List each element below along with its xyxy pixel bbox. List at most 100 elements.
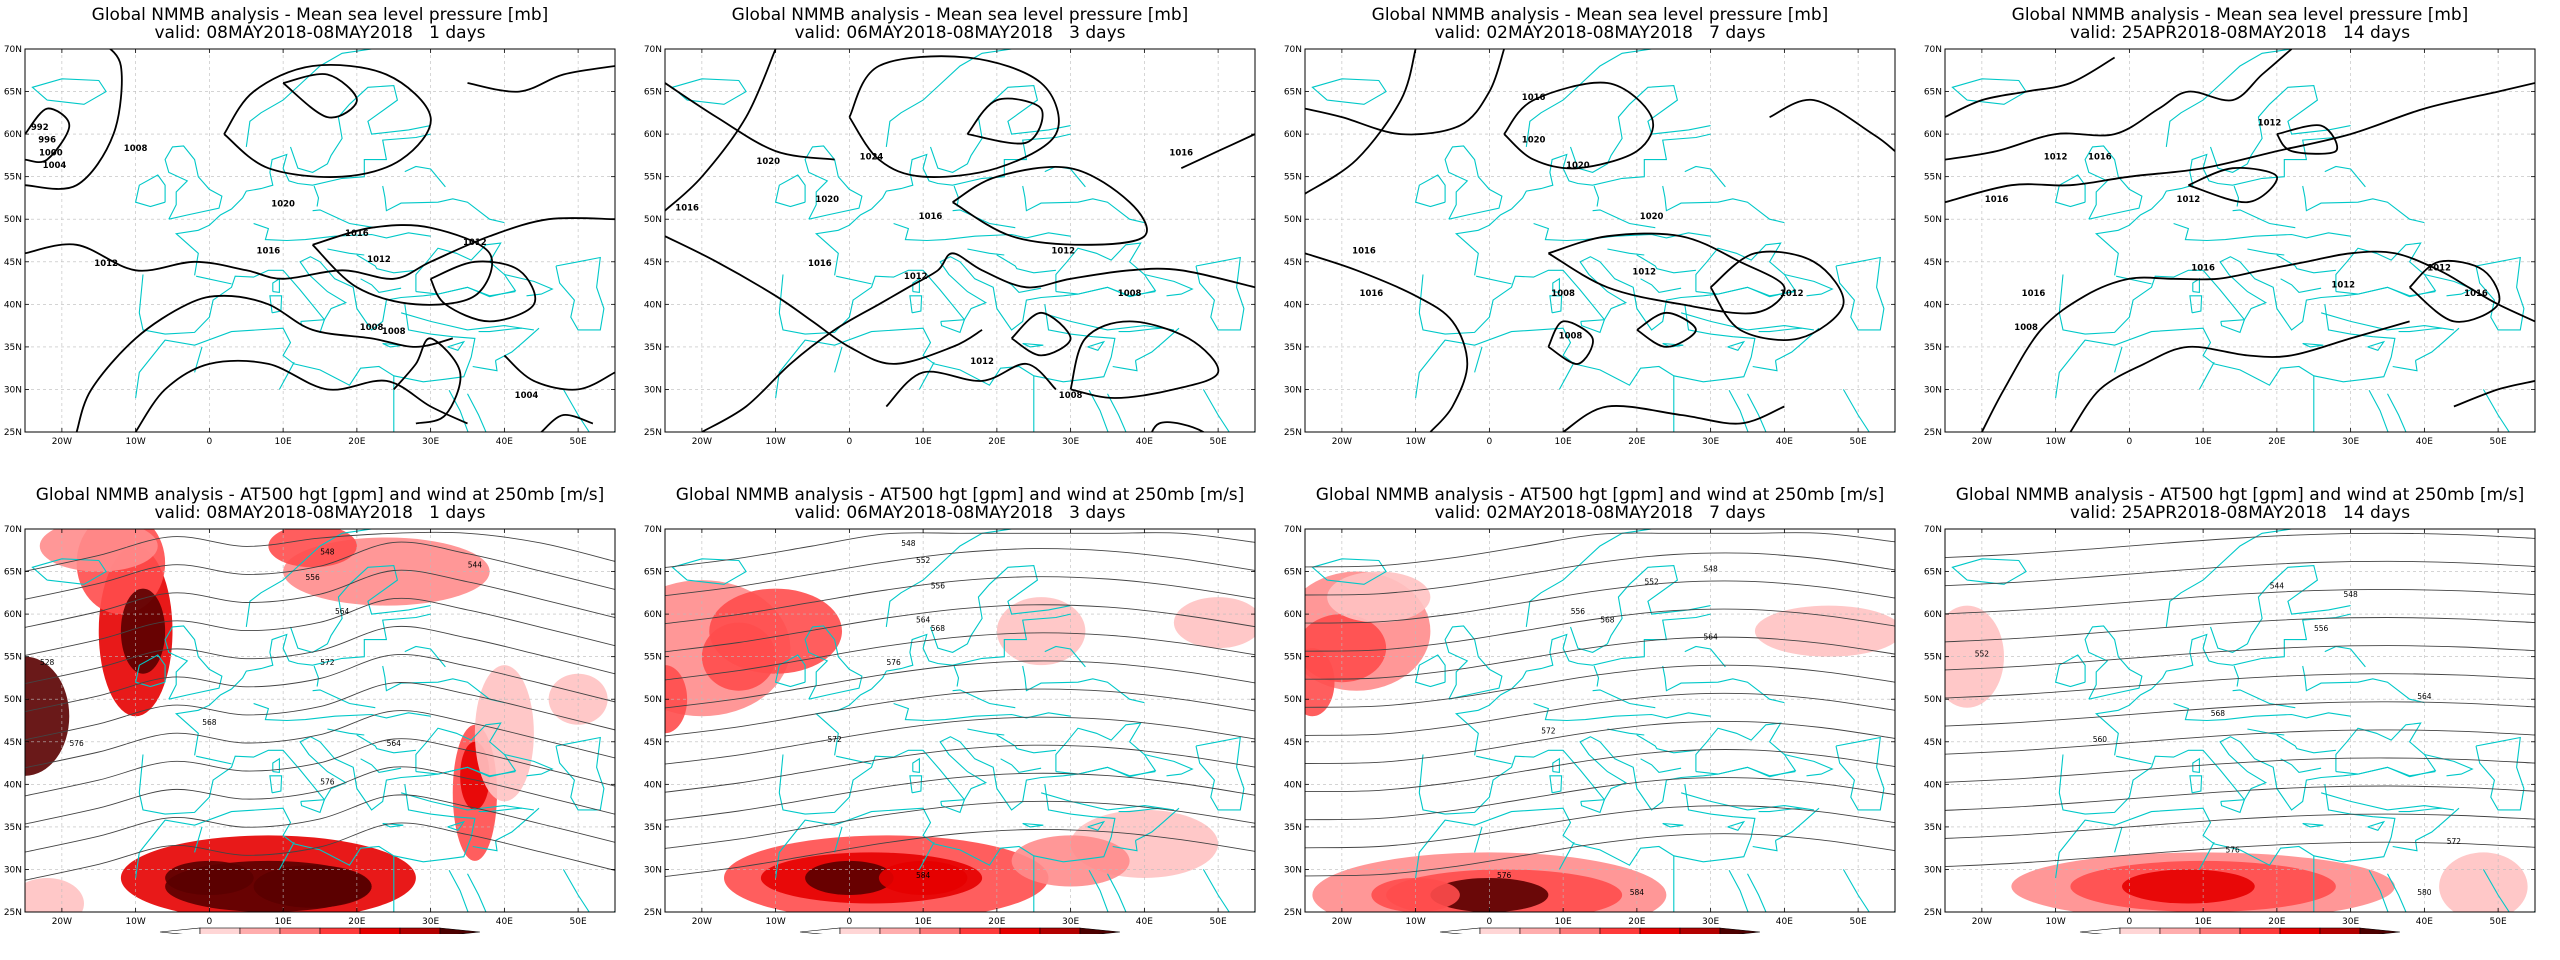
- height-contour-label: 576: [320, 777, 335, 786]
- height-contour-label: 556: [1571, 607, 1586, 616]
- lon-tick-label: 20W: [52, 917, 72, 927]
- lat-tick-label: 35N: [1284, 343, 1302, 353]
- lon-tick-label: 50E: [2490, 437, 2507, 447]
- colorbar-segment: [1639, 927, 1681, 934]
- height-contour-line: [665, 688, 1255, 737]
- isobar-label: 1020: [815, 195, 839, 205]
- lon-tick-label: 20E: [988, 917, 1005, 927]
- height-contour-label: 548: [1703, 565, 1718, 574]
- wind-speed-region: [39, 529, 158, 572]
- lon-tick-label: 50E: [1210, 437, 1227, 447]
- height-contour-label: 576: [69, 739, 84, 748]
- lat-tick-label: 50N: [644, 695, 662, 705]
- lon-tick-label: 20E: [348, 437, 365, 447]
- mslp-map: 1016 1020 1016 1012 1008 1016 1008 1020 1020 1012…: [1284, 45, 1896, 447]
- wind-shading: [1945, 605, 2528, 912]
- lat-tick-label: 30N: [4, 385, 22, 395]
- lon-tick-label: 0: [207, 917, 213, 927]
- lon-tick-label: 10E: [275, 437, 292, 447]
- isobar-line: [665, 49, 777, 212]
- lon-tick-label: 20W: [1972, 917, 1992, 927]
- panel-valid-period: valid: 06MAY2018-08MAY2018 3 days: [794, 23, 1126, 43]
- lat-tick-label: 50N: [644, 215, 662, 225]
- panel-valid-period: valid: 08MAY2018-08MAY2018 1 days: [154, 23, 486, 43]
- colorbar-segment: [1519, 927, 1561, 934]
- wind-speed-region: [25, 877, 84, 912]
- map-axes: 70N 65N 60N 55N 50N 45N 40N 35N 30N 25N 20W 10W 0 10E…: [1284, 45, 1896, 447]
- map-frame: [1305, 49, 1895, 432]
- height-contour-line: [25, 597, 615, 656]
- height-contour-label: 576: [2225, 845, 2240, 854]
- map-frame: [1945, 529, 2535, 912]
- height-contour-label: 572: [827, 735, 842, 744]
- isobar-line: [848, 55, 1060, 178]
- lat-tick-label: 55N: [1924, 173, 1942, 183]
- wind-shading: [1305, 571, 1895, 912]
- map-axes: 70N 65N 60N 55N 50N 45N 40N 35N 30N 25N 20W 10W 0 10E…: [1284, 525, 1896, 927]
- lat-tick-label: 45N: [644, 258, 662, 268]
- map-axes: 70N 65N 60N 55N 50N 45N 40N 35N 30N 25N 20W 10W 0 10E…: [644, 45, 1256, 447]
- colorbar-segment: [159, 927, 201, 934]
- lon-tick-label: 40E: [2416, 917, 2433, 927]
- lon-tick-label: 10E: [2195, 437, 2212, 447]
- wind-speed-region: [25, 656, 70, 776]
- isobar-label: 1008: [1551, 289, 1575, 299]
- lat-tick-label: 65N: [1284, 88, 1302, 98]
- isobar-line: [665, 82, 835, 161]
- isobars: 1016 1020 1024 1016 1012 1020 1016 1008 1012 1012…: [665, 49, 1255, 432]
- lon-tick-label: 50E: [2490, 917, 2507, 927]
- coastlines: [1311, 49, 1895, 432]
- isobar-line: [665, 235, 983, 365]
- isobar-label: 1012: [2258, 119, 2282, 129]
- panel-title: Global NMMB analysis - AT500 hgt [gpm] a…: [675, 485, 1245, 505]
- isobar-label: 1016: [2191, 263, 2215, 273]
- height-contour-line: [25, 766, 615, 825]
- isobar-label: 1020: [756, 157, 780, 167]
- height-contour-line: [25, 822, 615, 881]
- lon-tick-label: 10W: [1405, 437, 1425, 447]
- height-contour-line: [1305, 552, 1895, 596]
- isobar-label: 1012: [1051, 246, 1075, 256]
- panel-mslp-3day: Global NMMB analysis - Mean sea level pr…: [640, 0, 1280, 480]
- lat-tick-label: 35N: [1924, 823, 1942, 833]
- isobar-label: 1020: [271, 199, 295, 209]
- lat-tick-label: 25N: [644, 428, 662, 438]
- height-contour-label: 564: [335, 607, 350, 616]
- lat-tick-label: 60N: [1924, 610, 1942, 620]
- isobar-line: [1636, 311, 1697, 348]
- isobar-line: [952, 165, 1148, 246]
- isobar-line: [1150, 421, 1205, 432]
- height-contour-label: 556: [305, 573, 320, 582]
- isobar-label: 1008: [1059, 391, 1083, 401]
- isobar-label: 1016: [257, 246, 281, 256]
- panel-valid-period: valid: 08MAY2018-08MAY2018 1 days: [154, 503, 486, 523]
- isobar-label: 1012: [2177, 195, 2201, 205]
- height-contour-label: 552: [1975, 650, 1990, 659]
- wind-speed-region: [2122, 869, 2255, 904]
- height-contour-label: 548: [320, 548, 335, 557]
- lat-tick-label: 25N: [4, 908, 22, 918]
- panel-mslp-14day: Global NMMB analysis - Mean sea level pr…: [1920, 0, 2560, 480]
- isobar-label: 1012: [1780, 289, 1804, 299]
- lon-tick-label: 40E: [496, 917, 513, 927]
- lat-tick-label: 40N: [1284, 780, 1302, 790]
- height-contour-line: [1305, 777, 1895, 821]
- height-contour-label: 564: [916, 616, 931, 625]
- lat-tick-label: 60N: [1284, 610, 1302, 620]
- height-contour-line: [1945, 588, 2535, 615]
- isobar-line: [2276, 124, 2338, 155]
- isobar-label: 1016: [2022, 289, 2046, 299]
- isobar-line: [25, 107, 71, 164]
- lat-tick-label: 70N: [1924, 525, 1942, 535]
- colorbar-segment: [2359, 927, 2401, 934]
- height-contour-label: 576: [1497, 871, 1512, 880]
- isobar-label: 1012: [970, 357, 994, 367]
- isobar-label: 1024: [860, 153, 884, 163]
- map-frame: [665, 49, 1255, 432]
- height-contour-line: [665, 772, 1255, 821]
- panel-valid-period: valid: 06MAY2018-08MAY2018 3 days: [794, 503, 1126, 523]
- lon-tick-label: 0: [2127, 917, 2133, 927]
- isobar-line: [1305, 49, 1417, 195]
- lon-tick-label: 10E: [915, 437, 932, 447]
- map-frame: [1945, 49, 2535, 432]
